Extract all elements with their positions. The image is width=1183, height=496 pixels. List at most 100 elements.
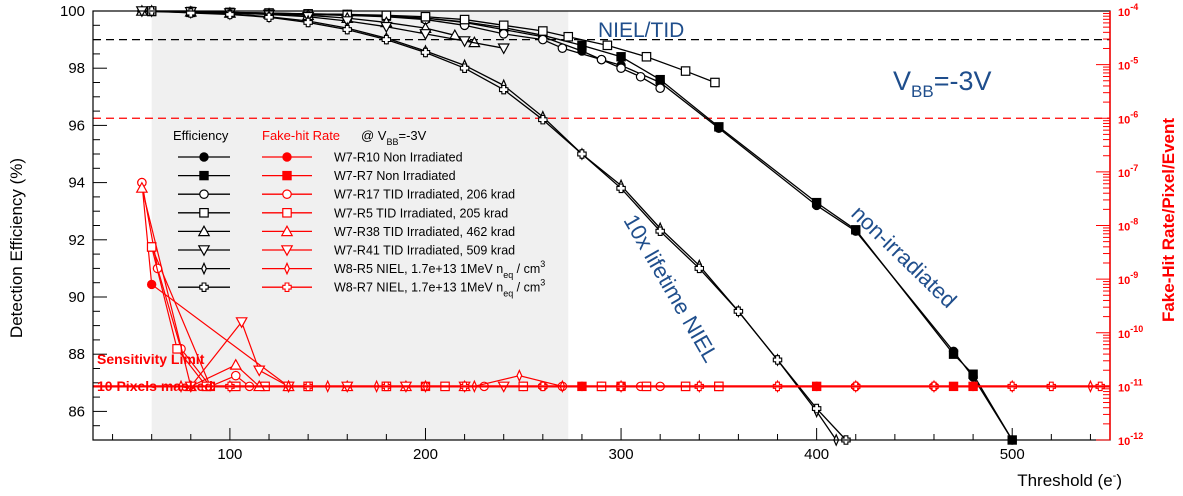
marker-square-filled — [948, 349, 959, 359]
x-tick-label: 200 — [413, 446, 438, 463]
y-tick-label: 98 — [68, 60, 85, 77]
y2-tick-base: 10 — [1118, 7, 1130, 19]
x-tick-label: 100 — [217, 446, 242, 463]
y2-tick-exp: -5 — [1130, 56, 1138, 66]
marker-circle-open — [635, 71, 646, 82]
x-axis-title-close: ) — [1116, 471, 1122, 490]
marker-square-open — [199, 208, 209, 218]
vbb-annotation: VBB=-3V — [893, 66, 992, 101]
legend-label: W8-R5 NIEL, 1.7e+13 1MeV neq / cm3 — [334, 259, 545, 280]
marker-square-open — [420, 11, 431, 22]
legend-label-sub: eq — [503, 289, 513, 299]
sensitivity-limit-label: Sensitivity Limit — [97, 351, 205, 367]
y2-tick-base: 10 — [1118, 168, 1130, 180]
efficiency-line — [151, 10, 716, 84]
y-axis-ticks: 86 88 90 92 94 96 98 100 — [60, 3, 107, 441]
y2-tick-label: 10-11 — [1118, 377, 1143, 394]
x-axis-ticks: 100 200 300 400 500 — [112, 428, 1091, 463]
legend: Efficiency Fake-hit Rate @ VBB=-3V W7-R1… — [173, 128, 545, 299]
marker-diamond — [516, 368, 523, 383]
legend-header-condition: @ VBB=-3V — [361, 128, 427, 147]
y2-tick-exp: -6 — [1130, 109, 1138, 119]
marker-square-open — [146, 242, 157, 252]
marker-cross-open — [498, 84, 509, 95]
y-tick-label: 88 — [68, 346, 85, 363]
marker-cross-open — [282, 282, 292, 292]
marker-cross-open — [342, 24, 353, 35]
x-tick-label: 500 — [1000, 446, 1025, 463]
marker-circle-open — [282, 189, 292, 199]
y2-tick-base: 10 — [1118, 382, 1130, 394]
marker-square-filled — [968, 369, 978, 379]
x-axis-title: Threshold (e-) — [1017, 470, 1122, 490]
marker-square-open — [563, 31, 574, 42]
efficiency-line — [141, 10, 504, 49]
y-axis-title: Detection Efficiency (%) — [7, 158, 26, 338]
marker-circle-open — [199, 189, 209, 199]
pixels-masked-label: 10 Pixels masked — [97, 378, 213, 394]
marker-square-filled — [811, 197, 822, 208]
marker-triangle-down — [458, 36, 471, 48]
legend-label: W8-R7 NIEL, 1.7e+13 1MeV neq / cm3 — [334, 278, 545, 299]
legend-header-fakehit: Fake-hit Rate — [262, 128, 340, 143]
y2-tick-label: 10-9 — [1118, 270, 1138, 287]
efficiency-series-group — [135, 4, 1017, 447]
marker-circle-open — [596, 54, 607, 65]
y2-axis-title: Fake-Hit Rate/Pixel/Event — [1159, 118, 1178, 322]
legend-label-main: W7-R7 Non Irradiated — [334, 169, 456, 183]
legend-label-sup: 3 — [540, 278, 545, 288]
marker-square-open — [602, 40, 613, 51]
vbb-rest: =-3V — [934, 66, 992, 96]
legend-entry: W7-R17 TID Irradiated, 206 krad — [178, 188, 515, 202]
efficiency-series-6 — [135, 6, 510, 55]
y2-tick-label: 10-4 — [1118, 2, 1138, 19]
y-tick-label: 86 — [68, 403, 85, 420]
marker-square-filled — [199, 170, 209, 181]
marker-square-open — [680, 66, 691, 76]
legend-label-main: W8-R7 NIEL, 1.7e+13 1MeV n — [334, 281, 503, 295]
y2-tick-base: 10 — [1118, 329, 1130, 341]
marker-triangle-down — [253, 365, 266, 377]
y2-tick-base: 10 — [1118, 436, 1130, 448]
marker-cross-open — [655, 226, 665, 236]
marker-circle-filled — [199, 152, 209, 162]
legend-label: W7-R41 TID Irradiated, 509 krad — [334, 244, 515, 258]
legend-label-post: / cm — [513, 281, 540, 295]
legend-label-main: W7-R41 TID Irradiated, 509 krad — [334, 244, 515, 258]
marker-triangle-down — [497, 43, 510, 55]
marker-square-filled — [577, 40, 587, 51]
y2-tick-base: 10 — [1118, 222, 1130, 234]
legend-label: W7-R7 Non Irradiated — [334, 169, 456, 183]
legend-cond-post: =-3V — [399, 128, 427, 143]
y2-tick-label: 10-8 — [1118, 217, 1138, 234]
legend-cond-pre: @ V — [361, 128, 387, 143]
marker-diamond — [284, 261, 290, 276]
y2-tick-exp: -10 — [1130, 324, 1143, 334]
marker-cross-open — [733, 306, 744, 317]
marker-circle-filled — [146, 279, 157, 290]
legend-label-sup: 3 — [540, 259, 545, 269]
y-tick-label: 100 — [60, 3, 85, 20]
marker-square-filled — [714, 122, 724, 132]
legend-cond-sub: BB — [386, 137, 398, 147]
y2-tick-exp: -7 — [1130, 163, 1138, 173]
marker-circle-open — [498, 29, 509, 39]
legend-entry: W7-R38 TID Irradiated, 462 krad — [178, 225, 515, 239]
lifetime-niel-annotation: 10x lifetime NIEL — [619, 210, 724, 367]
y2-tick-base: 10 — [1118, 61, 1130, 73]
y2-tick-exp: -12 — [1130, 431, 1143, 441]
legend-entry: W7-R5 TID Irradiated, 205 krad — [178, 206, 508, 220]
marker-square-open — [282, 208, 292, 218]
y2-tick-exp: -9 — [1130, 270, 1138, 280]
vbb-v: V — [893, 66, 911, 96]
marker-triangle-down — [419, 29, 432, 41]
legend-entry: W8-R5 NIEL, 1.7e+13 1MeV neq / cm3 — [178, 259, 545, 280]
marker-cross-open — [538, 114, 548, 125]
marker-cross-open — [811, 403, 822, 414]
legend-label-main: W7-R10 Non Irradiated — [334, 151, 463, 165]
marker-triangle-down — [235, 317, 248, 329]
marker-triangle-down — [197, 245, 211, 257]
y2-tick-label: 10-12 — [1118, 431, 1143, 448]
